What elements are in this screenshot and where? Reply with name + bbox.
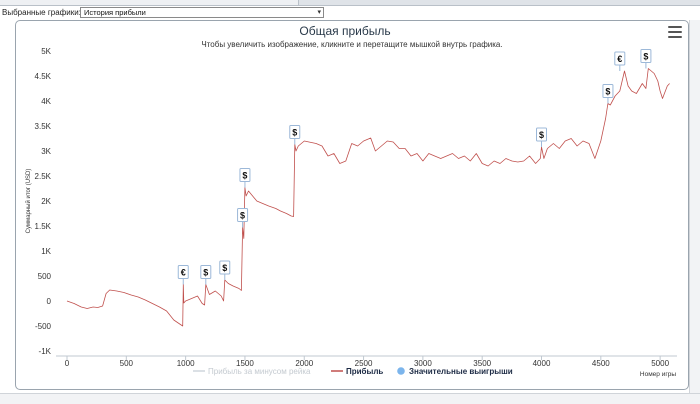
- big-win-marker-symbol: €: [617, 54, 622, 64]
- y-tick-label: 2.5K: [35, 172, 52, 181]
- big-win-marker-symbol: $: [605, 87, 610, 97]
- legend-big-wins-label: Значительные выигрыши: [409, 367, 513, 376]
- chart-selector-bar: Выбранные графики: История прибыли ▾: [0, 6, 700, 20]
- chevron-down-icon: ▾: [317, 9, 321, 16]
- legend-big-wins-swatch: [397, 367, 405, 375]
- x-tick-label: 3000: [414, 359, 432, 368]
- x-tick-label: 3500: [473, 359, 491, 368]
- y-tick-label: 2K: [41, 197, 51, 206]
- y-tick-label: 5K: [41, 47, 51, 56]
- big-win-marker[interactable]: $: [239, 168, 251, 188]
- legend-item-profit[interactable]: Прибыль: [331, 367, 383, 376]
- window-frame-right: [689, 20, 700, 403]
- marker-layer: € $ $ $ $ $ $ $ € $: [177, 49, 652, 285]
- legend-item-ev[interactable]: Прибыль за минусом рейка: [193, 367, 311, 376]
- x-axis-label: Номер игры: [640, 371, 676, 378]
- big-win-marker[interactable]: €: [177, 265, 189, 285]
- chart-title: Общая прибыль: [299, 24, 390, 38]
- legend-profit-label: Прибыль: [346, 367, 383, 376]
- legend-ev-label: Прибыль за минусом рейка: [208, 367, 311, 376]
- chart-select-label: Выбранные графики:: [2, 8, 81, 17]
- series-layer: [66, 68, 670, 327]
- big-win-marker[interactable]: $: [640, 49, 652, 69]
- y-axis-label: Суммарный итог (USD): [25, 169, 32, 234]
- profit-series-line[interactable]: [66, 68, 670, 327]
- x-tick-label: 4000: [533, 359, 551, 368]
- y-tick-label: 1.5K: [35, 222, 52, 231]
- x-tick-label: 5000: [651, 359, 669, 368]
- legend-item-big-wins[interactable]: Значительные выигрыши: [397, 367, 513, 376]
- menu-bar: [668, 26, 682, 28]
- y-tick-label: 3K: [41, 147, 51, 156]
- big-win-marker-symbol: $: [539, 130, 544, 140]
- big-win-marker-symbol: $: [222, 263, 227, 273]
- y-tick-label: 4K: [41, 97, 51, 106]
- menu-bar: [668, 31, 682, 33]
- big-win-marker-flag: [614, 51, 626, 66]
- hamburger-menu-icon[interactable]: [668, 26, 682, 38]
- big-win-marker[interactable]: $: [602, 84, 614, 104]
- y-tick-label: -500: [35, 322, 52, 331]
- y-tick-label: 0: [47, 297, 52, 306]
- chart-legend: Прибыль за минусом рейка Прибыль Значите…: [193, 367, 513, 376]
- big-win-marker-flag: [536, 127, 548, 142]
- x-tick-label: 1500: [236, 359, 254, 368]
- big-win-marker-flag: [640, 49, 652, 63]
- window-tab-strip: [0, 0, 700, 6]
- big-win-marker[interactable]: $: [536, 127, 548, 147]
- chart-panel: [15, 20, 689, 390]
- chart-select-value: История прибыли: [84, 8, 146, 17]
- tab[interactable]: [252, 0, 299, 5]
- big-win-marker[interactable]: $: [219, 260, 231, 280]
- big-win-marker-flag: [602, 84, 614, 98]
- big-win-marker-flag: [200, 265, 212, 279]
- big-win-marker-flag: [237, 208, 249, 222]
- big-win-marker-symbol: $: [242, 171, 247, 181]
- y-axis: -1K -500 0 500 1K 1.5K 2K 2.5K 3K 3.5K 4K 4.5K 5K: [35, 47, 52, 356]
- big-win-marker-symbol: €: [181, 268, 186, 278]
- x-tick-label: 0: [65, 359, 70, 368]
- y-tick-label: 4.5K: [35, 72, 52, 81]
- menu-bar: [668, 36, 682, 38]
- chart-select-dropdown[interactable]: История прибыли ▾: [80, 7, 324, 18]
- y-tick-label: 500: [38, 272, 52, 281]
- big-win-marker[interactable]: $: [237, 208, 249, 228]
- big-win-marker-flag: [177, 265, 189, 279]
- x-tick-label: 4500: [592, 359, 610, 368]
- x-axis: 0 500 1000 1500 2000 2500 3000 3500 4000 4500 5000: [65, 356, 670, 368]
- y-tick-label: 3.5K: [35, 122, 52, 131]
- big-win-marker-symbol: $: [643, 52, 648, 62]
- chart-subtitle: Чтобы увеличить изображение, кликните и …: [201, 40, 502, 49]
- y-tick-label: -1K: [39, 347, 52, 356]
- big-win-marker[interactable]: €: [614, 51, 626, 71]
- window-frame-bottom: [0, 393, 700, 404]
- big-win-marker[interactable]: $: [289, 125, 301, 145]
- x-tick-label: 2500: [355, 359, 373, 368]
- big-win-marker[interactable]: $: [200, 265, 212, 285]
- x-tick-label: 500: [120, 359, 134, 368]
- big-win-marker-flag: [289, 125, 301, 139]
- big-win-marker-symbol: $: [203, 268, 208, 278]
- y-tick-label: 1K: [41, 247, 51, 256]
- big-win-marker-flag: [239, 168, 251, 182]
- x-tick-label: 2000: [295, 359, 313, 368]
- big-win-marker-symbol: $: [240, 211, 245, 221]
- big-win-marker-symbol: $: [292, 128, 297, 138]
- x-tick-label: 1000: [177, 359, 195, 368]
- big-win-marker-flag: [219, 260, 231, 275]
